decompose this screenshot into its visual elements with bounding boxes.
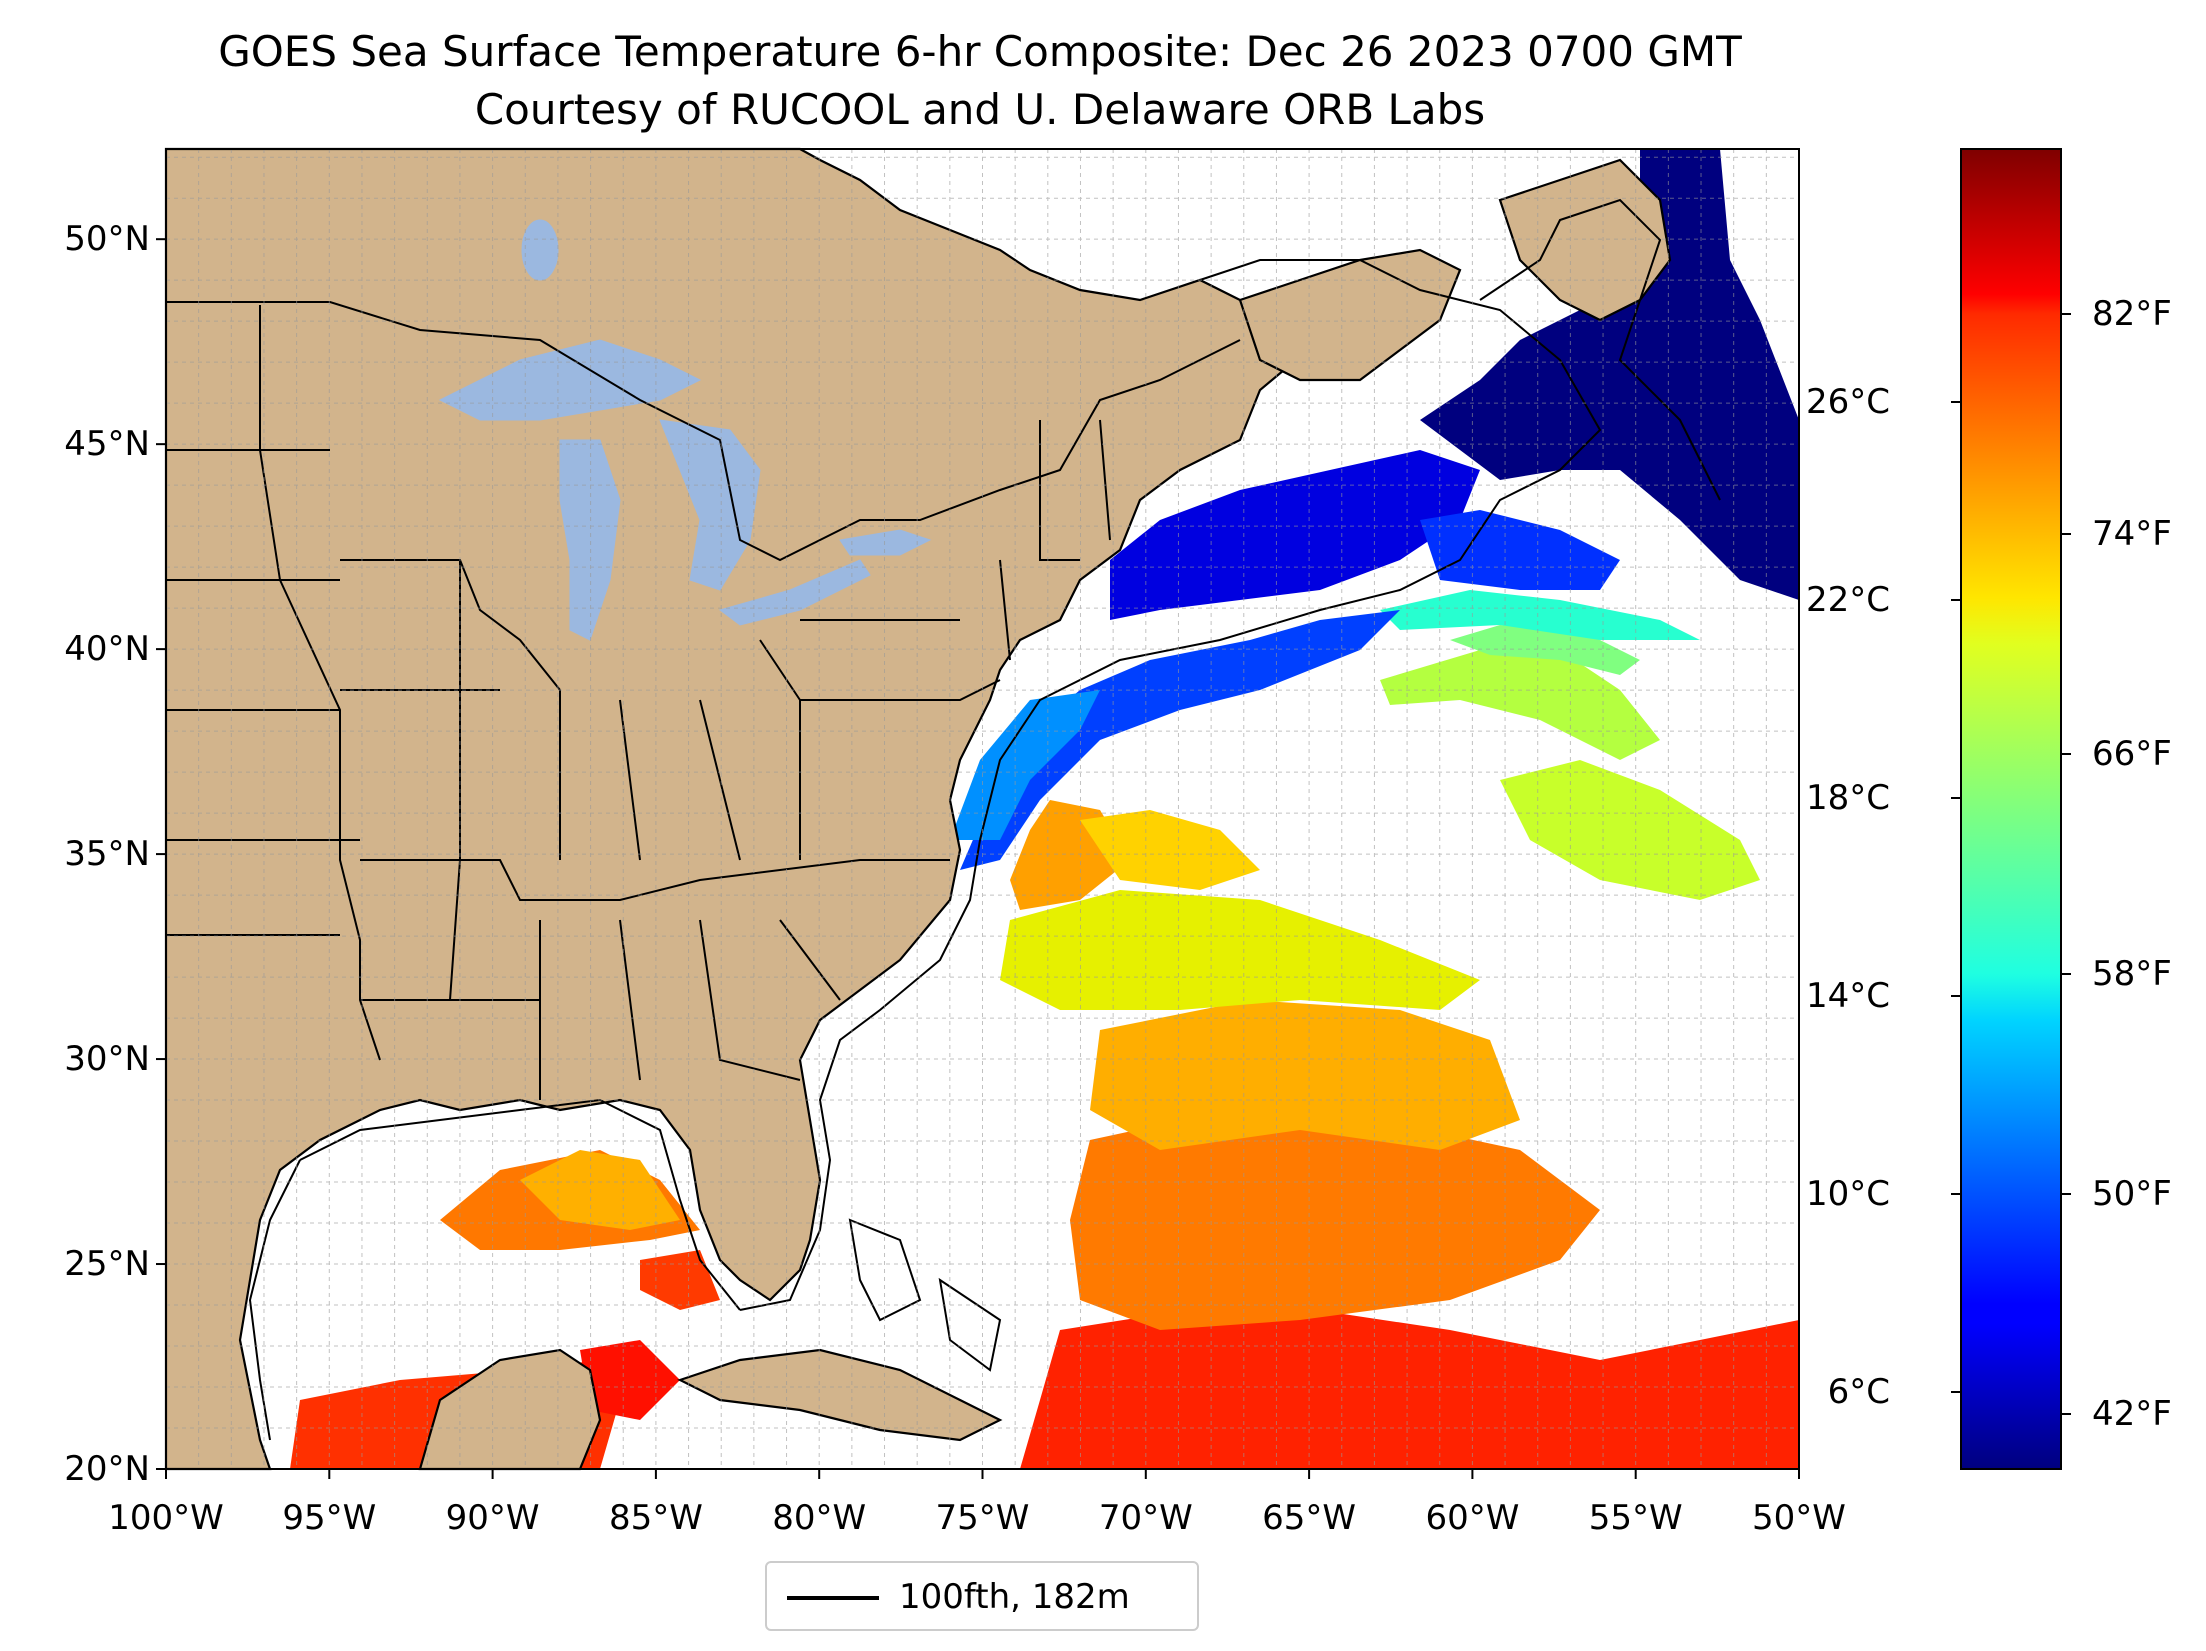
- lat-label: 40°N: [64, 629, 150, 670]
- lon-label: 70°W: [1098, 1498, 1193, 1538]
- colorbar-fahrenheit-label: 82°F: [2092, 294, 2172, 334]
- sst-yucatan-red: [580, 1340, 680, 1420]
- gridlines: [166, 149, 1799, 1469]
- axis-ticks: [156, 238, 1800, 1479]
- isobath-bahamas: [848, 1218, 1002, 1372]
- lon-label: 75°W: [935, 1498, 1030, 1538]
- sst-yellowgreen-east: [1500, 760, 1760, 900]
- sst-gulf-red: [640, 1250, 720, 1310]
- sst-lightblue-shelf: [950, 690, 1100, 840]
- lon-label: 50°W: [1752, 1498, 1846, 1538]
- lake-winnipeg-area: [521, 219, 559, 281]
- colorbar-ticks: [1951, 313, 2071, 1415]
- legend: 100fth, 182m: [765, 1561, 1199, 1631]
- map-subtitle: Courtesy of RUCOOL and U. Delaware ORB L…: [474, 85, 1486, 134]
- state-line-b: [259, 305, 381, 1061]
- map-title: GOES Sea Surface Temperature 6-hr Compos…: [218, 27, 1742, 76]
- lon-label: 60°W: [1425, 1498, 1520, 1538]
- sst-blue-shelf: [960, 610, 1400, 870]
- colorbar-celsius-label: 26°C: [1805, 382, 1890, 422]
- colorbar-fahrenheit-label: 50°F: [2092, 1174, 2172, 1214]
- lake-huron: [659, 419, 761, 591]
- state-line-e: [360, 859, 841, 1100]
- lat-label: 50°N: [64, 219, 150, 260]
- lon-label: 65°W: [1262, 1498, 1357, 1538]
- lat-label: 45°N: [64, 424, 150, 465]
- lake-erie: [718, 559, 871, 626]
- sst-yellow-patches: [1080, 810, 1260, 890]
- colorbar-fahrenheit-label: 74°F: [2092, 514, 2172, 554]
- sst-gulf-amber: [520, 1150, 680, 1230]
- sst-amber-mid: [1090, 1000, 1520, 1150]
- colorbar-celsius-label: 22°C: [1805, 580, 1890, 620]
- lon-label: 100°W: [108, 1498, 224, 1538]
- legend-label: 100fth, 182m: [899, 1577, 1130, 1617]
- sst-yellow-band: [1000, 890, 1480, 1010]
- lat-label: 35°N: [64, 834, 150, 875]
- colorbar-celsius-label: 18°C: [1805, 778, 1890, 818]
- sst-darkblue-gom: [1110, 450, 1480, 620]
- sst-navy-north: [1420, 149, 1799, 600]
- state-line-f: [800, 419, 1111, 701]
- lake-michigan: [559, 439, 621, 641]
- colorbar-fahrenheit-label: 66°F: [2092, 734, 2172, 774]
- colorbar: [1960, 148, 2062, 1470]
- lat-label: 25°N: [64, 1244, 150, 1285]
- sst-field: [290, 149, 1799, 1469]
- colorbar-celsius-label: 14°C: [1805, 976, 1890, 1016]
- legend-line-swatch: [787, 1596, 879, 1600]
- colorbar-fahrenheit-label: 58°F: [2092, 954, 2172, 994]
- political-boundaries: [166, 301, 1241, 1100]
- sst-cyan-front: [1380, 590, 1700, 640]
- colorbar-fahrenheit-label: 42°F: [2092, 1394, 2172, 1434]
- sst-orange-mid: [1070, 1110, 1600, 1330]
- lon-label: 95°W: [282, 1498, 377, 1538]
- lon-label: 90°W: [445, 1498, 540, 1538]
- state-line-a: [166, 449, 360, 936]
- sst-blue-scotian: [1420, 510, 1620, 590]
- lat-label: 20°N: [64, 1449, 150, 1489]
- lon-label: 85°W: [608, 1498, 703, 1538]
- lon-label: 80°W: [772, 1498, 867, 1538]
- colorbar-celsius-label: 6°C: [1827, 1372, 1890, 1412]
- lon-label: 55°W: [1588, 1498, 1683, 1538]
- colorbar-celsius-label: 10°C: [1805, 1174, 1890, 1214]
- great-lakes: [438, 219, 932, 641]
- lake-superior: [438, 339, 702, 421]
- lat-label: 30°N: [64, 1039, 150, 1080]
- sst-yellowgreen-band: [1380, 650, 1660, 760]
- land-cuba: [677, 1348, 1003, 1442]
- sst-warm-south: [1020, 1300, 1799, 1469]
